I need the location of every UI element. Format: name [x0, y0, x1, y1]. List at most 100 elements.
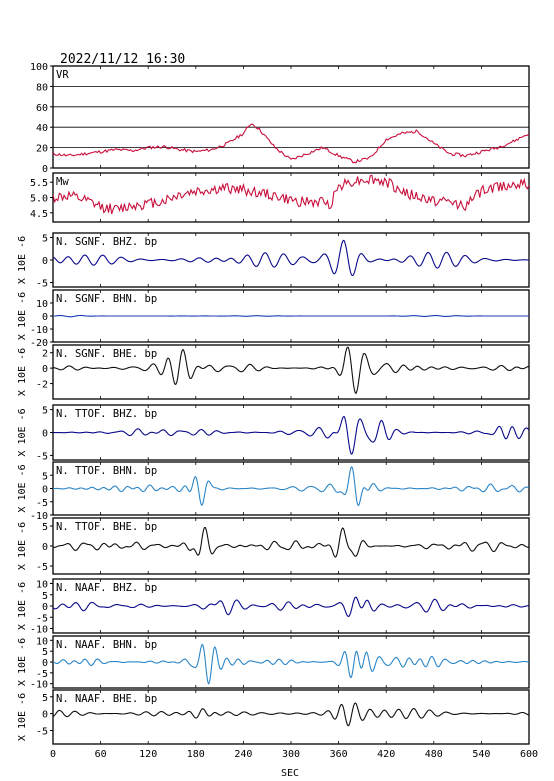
panel-title: N. TTOF. BHN. bp [56, 465, 157, 477]
panel-2: 5 0 -5 N. SGNF. BHZ. bp [36, 232, 530, 290]
y-tick-label: 10 [36, 580, 48, 591]
timestamp: 2022/11/12 16:30 [60, 52, 185, 67]
y-tick-label: 0 [42, 429, 48, 440]
x-tick-label: 60 [95, 749, 107, 760]
series-line [53, 239, 529, 277]
y-tick-label: 5 [42, 522, 48, 533]
series-line [53, 702, 529, 727]
y-tick-label: 60 [36, 103, 48, 114]
x-tick-label: 240 [234, 749, 252, 760]
y-axis-unit-label: X 10E -6 [17, 638, 28, 686]
y-tick-label: 5 [42, 693, 48, 704]
x-tick-label: 600 [520, 749, 538, 760]
y-tick-label: -5 [36, 727, 48, 738]
y-tick-label: 5.0 [30, 194, 48, 205]
series-line [53, 416, 529, 455]
y-axis-unit-label: X 10E -6 [17, 693, 28, 741]
y-tick-label: 10 [36, 299, 48, 310]
x-axis: 0 60 120 180 240 300 360 420 480 540 600 [50, 749, 538, 760]
y-tick-label: 0 [42, 658, 48, 669]
y-axis-unit-label: X 10E -6 [17, 236, 28, 284]
panel-title: N. SGNF. BHN. bp [56, 293, 157, 305]
y-axis-unit-labels: X 10E -6 X 10E -6 X 10E -6 X 10E -6 X 10E -6… [17, 236, 28, 741]
y-tick-label: 0 [42, 710, 48, 721]
series-line [53, 526, 529, 558]
panel-title: N. NAAF. BHN. bp [56, 639, 157, 651]
y-tick-label: 40 [36, 123, 48, 134]
y-tick-label: 0 [42, 602, 48, 613]
panel-10: 5 0 -5 N. NAAF. BHE. bp [36, 689, 530, 745]
panel-3: 10 0 -10 -20 N. SGNF. BHN. bp [30, 289, 530, 349]
panel-4: 2 0 -2 N. SGNF. BHE. bp [36, 344, 530, 400]
x-tick-label: 120 [139, 749, 157, 760]
y-tick-label: 0 [42, 364, 48, 375]
y-tick-label: -5 [36, 669, 48, 680]
x-tick-label: 300 [282, 749, 300, 760]
x-tick-label: 540 [472, 749, 490, 760]
y-tick-label: -5 [36, 562, 48, 573]
series-line [53, 123, 529, 164]
series-line [53, 643, 529, 685]
y-axis-unit-label: X 10E -6 [17, 582, 28, 630]
y-tick-label: -5 [36, 613, 48, 624]
y-tick-label: -5 [36, 498, 48, 509]
y-tick-label: 5 [42, 647, 48, 658]
y-tick-label: -10 [30, 625, 48, 636]
panel-title: Mw [56, 176, 69, 188]
x-tick-label: 0 [50, 749, 56, 760]
panel-1: 5.5 5.0 4.5 Mw [30, 172, 530, 223]
y-tick-label: 0 [42, 164, 48, 175]
y-tick-label: 5 [42, 591, 48, 602]
panel-7: 5 0 -5 N. TTOF. BHE. bp [36, 517, 530, 575]
y-tick-label: 5 [42, 234, 48, 245]
x-tick-label: 420 [377, 749, 395, 760]
y-axis-unit-label: X 10E -6 [17, 408, 28, 456]
y-tick-label: -10 [30, 511, 48, 522]
y-tick-label: 0 [42, 312, 48, 323]
y-tick-label: 80 [36, 82, 48, 93]
y-axis-unit-label: X 10E -6 [17, 292, 28, 340]
series-line [53, 466, 529, 507]
y-tick-label: 20 [36, 144, 48, 155]
y-tick-label: 4.5 [30, 209, 48, 220]
x-tick-label: 480 [425, 749, 443, 760]
y-axis-unit-label: X 10E -6 [17, 348, 28, 396]
y-tick-label: 10 [36, 636, 48, 647]
panel-title: N. NAAF. BHZ. bp [56, 582, 157, 594]
panel-5: 5 0 -5 N. TTOF. BHZ. bp [36, 404, 530, 462]
series-line [53, 174, 529, 215]
panel-title: N. TTOF. BHZ. bp [56, 408, 157, 420]
y-tick-label: 0 [42, 256, 48, 267]
x-tick-label: 360 [330, 749, 348, 760]
x-axis-label: SEC [281, 768, 299, 779]
y-tick-label: -5 [36, 279, 48, 290]
series-line [53, 596, 529, 617]
y-tick-label: -5 [36, 451, 48, 462]
panel-6: 5 0 -5 -10 N. TTOF. BHN. bp [30, 461, 530, 522]
y-axis-unit-label: X 10E -6 [17, 522, 28, 570]
y-tick-label: 2 [42, 349, 48, 360]
y-tick-label: 100 [30, 62, 48, 73]
y-tick-label: -20 [30, 338, 48, 349]
y-tick-label: -10 [30, 680, 48, 691]
y-tick-label: 0 [42, 542, 48, 553]
series-line [53, 314, 529, 318]
y-tick-label: 5 [42, 471, 48, 482]
panel-title: VR [56, 69, 69, 81]
y-tick-label: 0 [42, 485, 48, 496]
y-tick-label: -10 [30, 325, 48, 336]
series-line [53, 346, 529, 394]
y-axis-unit-label: X 10E -6 [17, 464, 28, 512]
panel-title: N. NAAF. BHE. bp [56, 693, 157, 705]
y-tick-label: 5.5 [30, 178, 48, 189]
x-tick-label: 180 [187, 749, 205, 760]
y-tick-label: -2 [36, 380, 48, 391]
panel-title: N. TTOF. BHE. bp [56, 521, 157, 533]
y-tick-label: 5 [42, 406, 48, 417]
panel-title: N. SGNF. BHE. bp [56, 348, 157, 360]
panel-title: N. SGNF. BHZ. bp [56, 236, 157, 248]
